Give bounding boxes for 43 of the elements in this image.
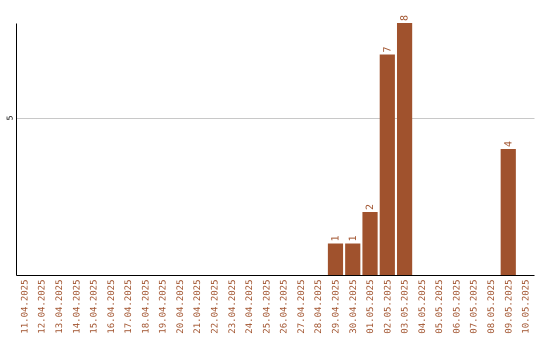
x-tick-label: 25.04.2025 <box>262 280 272 334</box>
x-tick-label: 27.04.2025 <box>296 280 307 334</box>
x-tick-label: 11.04.2025 <box>20 280 30 334</box>
data-label: 1 <box>348 235 359 242</box>
x-tick-label: 14.04.2025 <box>72 280 82 334</box>
x-tick-label: 13.04.2025 <box>55 280 66 334</box>
x-tick-label: 15.04.2025 <box>90 280 100 334</box>
x-tick-label: 08.05.2025 <box>486 280 497 334</box>
x-tick-label: 01.05.2025 <box>366 280 376 334</box>
bar <box>380 54 395 275</box>
data-label: 2 <box>365 204 376 210</box>
x-tick-label: 12.04.2025 <box>38 280 48 334</box>
x-tick-label: 07.05.2025 <box>470 280 480 334</box>
y-tick-label: 5 <box>6 115 14 121</box>
x-tick-label: 18.04.2025 <box>141 280 152 334</box>
x-tick-label: 02.05.2025 <box>383 280 394 334</box>
bar <box>500 149 516 275</box>
x-tick-label: 23.04.2025 <box>228 280 238 334</box>
x-tick-label: 24.04.2025 <box>245 280 256 334</box>
x-tick-label: 26.04.2025 <box>280 280 290 334</box>
data-label: 4 <box>503 140 514 147</box>
x-tick-label: 06.05.2025 <box>452 280 462 334</box>
bar <box>362 212 378 275</box>
x-tick-label: 20.04.2025 <box>176 280 186 334</box>
x-tick-label: 19.04.2025 <box>158 280 169 334</box>
bar <box>328 244 344 275</box>
data-label: 7 <box>382 46 394 52</box>
x-tick-label: 05.05.2025 <box>435 280 446 334</box>
bar <box>396 23 412 275</box>
x-tick-label: 30.04.2025 <box>348 280 359 334</box>
data-label: 8 <box>400 14 411 21</box>
x-tick-label: 28.04.2025 <box>314 280 324 334</box>
data-label: 1 <box>330 235 342 242</box>
x-tick-label: 17.04.2025 <box>124 280 134 334</box>
x-tick-label: 21.04.2025 <box>193 280 204 334</box>
x-tick-label: 29.04.2025 <box>331 280 342 334</box>
x-tick-label: 04.05.2025 <box>418 280 428 334</box>
x-tick-label: 10.05.2025 <box>522 280 532 334</box>
x-tick-label: 03.05.2025 <box>400 280 411 334</box>
x-tick-label: 16.04.2025 <box>106 280 117 334</box>
x-tick-label: 09.05.2025 <box>504 280 514 334</box>
x-tick-label: 22.04.2025 <box>210 280 221 334</box>
bar <box>345 244 360 275</box>
